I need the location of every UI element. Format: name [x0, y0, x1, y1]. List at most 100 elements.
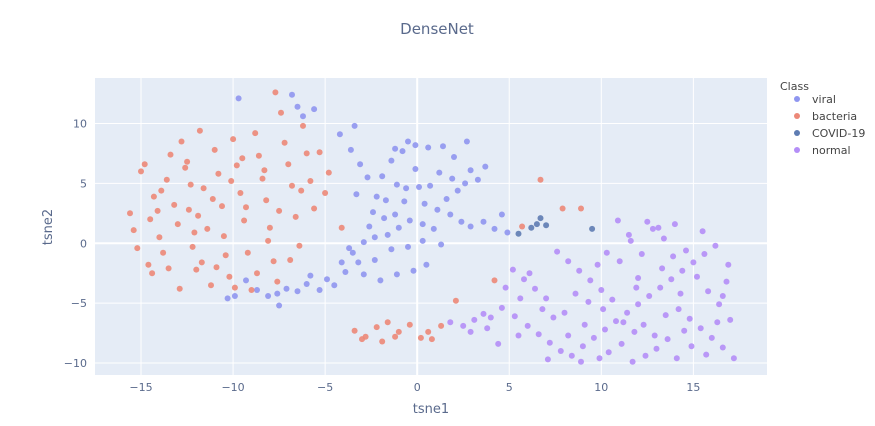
y-tick-label: 10: [73, 118, 87, 131]
scatter-point: [451, 154, 457, 160]
scatter-point: [427, 182, 434, 189]
scatter-point: [316, 149, 323, 156]
scatter-point: [480, 310, 487, 317]
scatter-point: [300, 122, 306, 129]
legend-marker: [794, 130, 800, 136]
scatter-point: [614, 217, 621, 224]
scatter-point: [460, 322, 467, 329]
scatter-point: [454, 187, 461, 194]
scatter-point: [228, 178, 235, 184]
scatter-point: [642, 352, 649, 359]
scatter-point: [285, 161, 292, 168]
scatter-point: [605, 349, 612, 356]
scatter-point: [388, 157, 395, 164]
scatter-point: [395, 328, 402, 335]
scatter-point: [565, 332, 572, 339]
scatter-point: [659, 265, 666, 272]
scatter-point: [416, 184, 422, 190]
scatter-point: [484, 325, 491, 332]
scatter-point: [296, 242, 303, 249]
scatter-point: [543, 295, 550, 302]
scatter-point: [307, 178, 314, 184]
scatter-point: [357, 161, 364, 168]
scatter-point: [336, 131, 343, 138]
scatter-point: [559, 205, 566, 212]
scatter-point: [535, 331, 542, 338]
scatter-point: [147, 216, 154, 223]
scatter-point: [616, 258, 623, 265]
scatter-point: [145, 261, 152, 268]
scatter-point: [211, 146, 218, 153]
scatter-point: [539, 306, 546, 313]
scatter-point: [675, 306, 682, 313]
legend-item-label: viral: [812, 93, 836, 106]
scatter-point: [686, 315, 693, 322]
scatter-point: [388, 246, 395, 253]
scatter-point: [719, 293, 726, 299]
scatter-point: [498, 211, 505, 218]
scatter-point: [373, 193, 380, 200]
scatter-point: [633, 284, 640, 291]
legend-item-label: normal: [812, 144, 851, 157]
scatter-point: [533, 221, 540, 228]
scatter-point: [613, 318, 619, 325]
scatter-point: [346, 245, 353, 252]
scatter-point: [638, 251, 645, 257]
scatter-point: [222, 252, 229, 259]
scatter-point: [730, 355, 737, 362]
scatter-point: [495, 340, 502, 347]
scatter-point: [443, 196, 450, 202]
scatter-point: [406, 321, 413, 328]
scatter-point: [371, 234, 378, 241]
scatter-point: [353, 191, 360, 198]
scatter-point: [430, 225, 437, 232]
scatter-point: [316, 287, 323, 293]
scatter-point: [185, 206, 192, 213]
scatter-point: [708, 334, 715, 341]
scatter-point: [579, 343, 586, 350]
scatter-point: [331, 282, 338, 289]
scatter-point: [272, 89, 279, 96]
scatter-point: [370, 209, 376, 216]
scatter-point: [703, 351, 710, 358]
scatter-point: [382, 197, 389, 204]
scatter-point: [677, 290, 684, 297]
scatter-point: [254, 287, 260, 293]
scatter-point: [471, 316, 478, 323]
scatter-point: [220, 233, 227, 240]
scatter-point: [230, 136, 237, 143]
y-tick-label: 0: [80, 237, 87, 250]
scatter-point: [130, 227, 137, 234]
scatter-point: [635, 275, 642, 281]
scatter-point: [624, 309, 631, 316]
scatter-point: [377, 277, 384, 284]
grid-lines: [95, 78, 767, 375]
scatter-point: [515, 332, 522, 339]
scatter-point: [419, 237, 426, 244]
scatter-point: [274, 290, 281, 297]
scatter-point: [233, 162, 240, 169]
scatter-point: [252, 130, 259, 137]
x-tick-label: 5: [506, 381, 513, 394]
scatter-point: [714, 319, 721, 326]
x-axis-title: tsne1: [413, 402, 449, 417]
scatter-point: [565, 258, 572, 265]
scatter-point: [311, 205, 318, 212]
scatter-point: [215, 170, 222, 177]
scatter-point: [651, 332, 658, 339]
legend-marker: [794, 113, 800, 119]
scatter-point: [447, 211, 454, 218]
scatter-point: [412, 142, 419, 149]
scatter-point: [688, 343, 695, 350]
scatter-point: [581, 321, 588, 328]
scatter-point: [141, 161, 148, 168]
scatter-point: [412, 166, 419, 172]
scatter-point: [255, 152, 262, 159]
scatter-point: [662, 312, 669, 319]
scatter-point: [292, 213, 299, 220]
scatter-point: [405, 138, 411, 145]
scatter-point: [266, 224, 273, 231]
scatter-point: [127, 210, 133, 217]
scatter-point: [381, 215, 388, 222]
scatter-point: [303, 281, 310, 287]
